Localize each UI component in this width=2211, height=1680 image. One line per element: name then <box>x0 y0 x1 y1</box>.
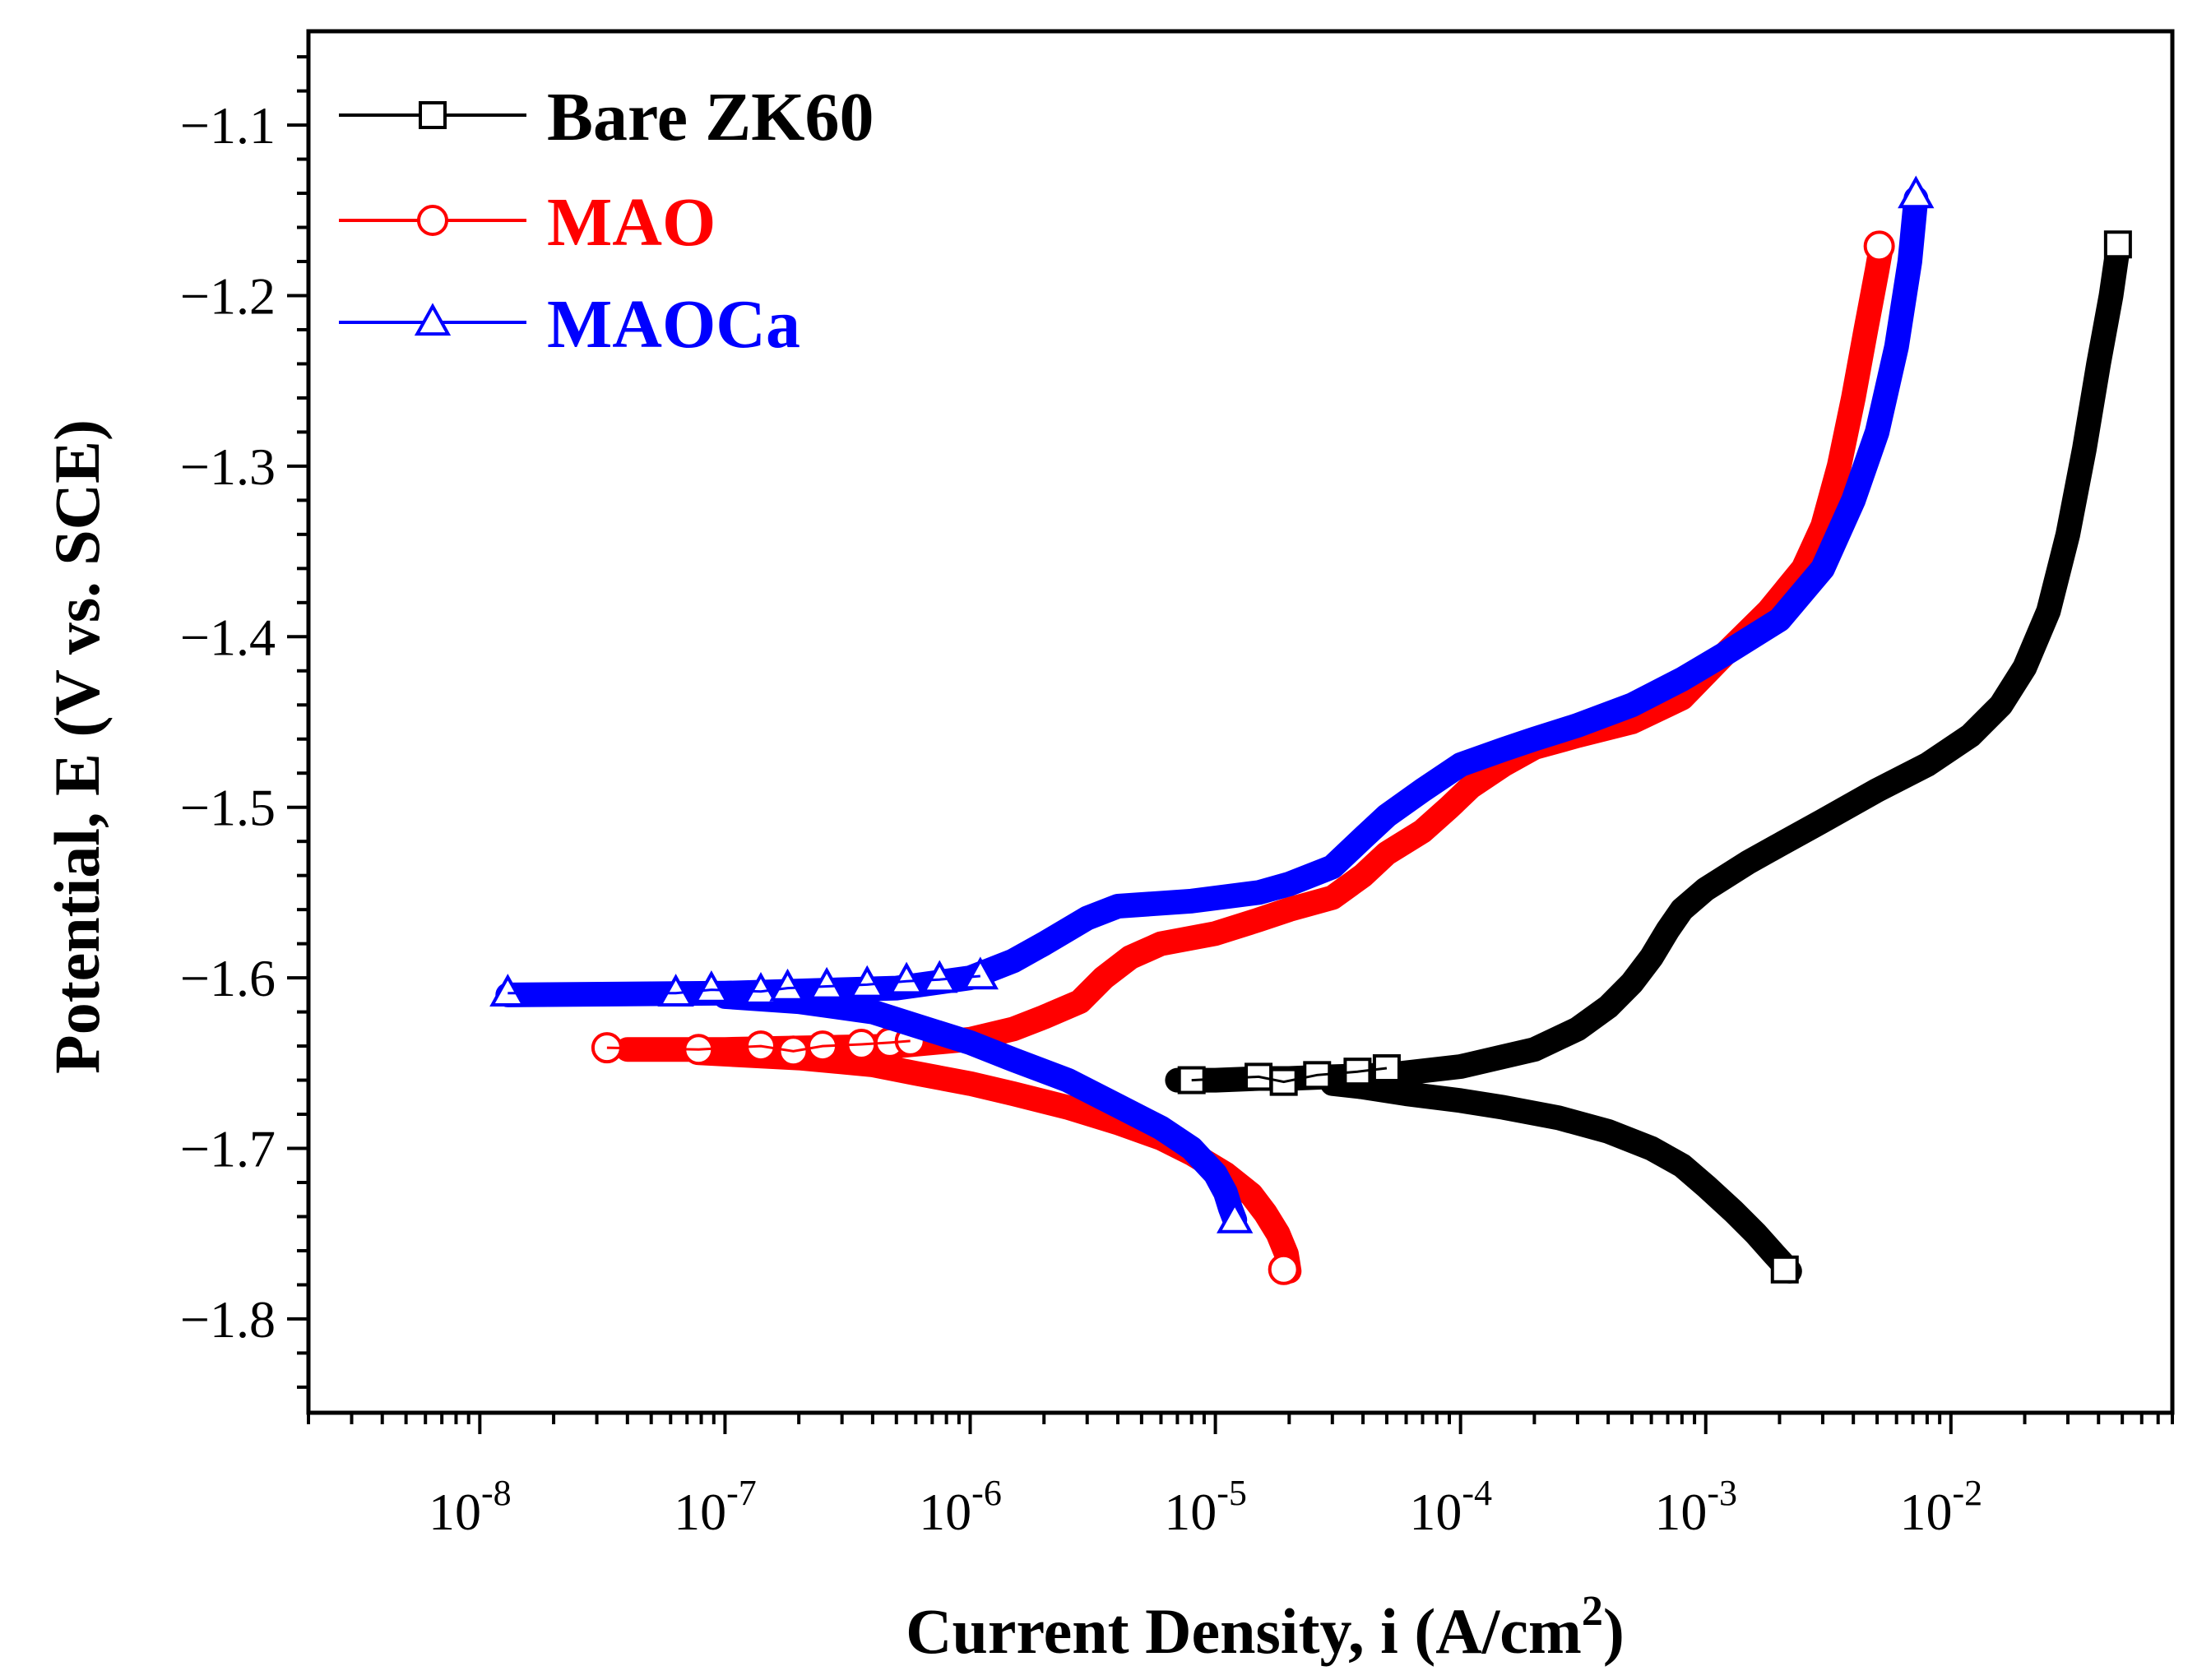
cathodic-branch-band <box>1319 1071 1802 1284</box>
x-tick-exponent: -7 <box>726 1473 757 1513</box>
y-tick-label: −1.5 <box>180 779 276 837</box>
legend-marker <box>414 303 452 336</box>
series-mao <box>591 230 1895 1285</box>
cathodic-branch-line <box>1332 1081 1792 1273</box>
y-tick-label: −1.6 <box>180 949 276 1007</box>
x-tick-label: 10-3 <box>1654 1473 1737 1541</box>
data-point-marker <box>808 966 846 1000</box>
legend-label: MAO <box>547 184 716 261</box>
x-tick-label: 10-6 <box>919 1473 1002 1541</box>
sparse-connector <box>1191 1067 1388 1084</box>
x-tick-exponent: -5 <box>1217 1473 1247 1513</box>
legend-label: MAOCa <box>547 286 800 363</box>
x-axis-title-superscript: 2 <box>1582 1588 1603 1635</box>
cathodic-branch-line <box>725 994 1237 1221</box>
data-point-marker <box>1863 230 1895 262</box>
axis-titles: Current Density, i (A/cm2) Potential, E (… <box>41 419 1625 1667</box>
x-axis-title: Current Density, i (A/cm2) <box>906 1588 1625 1667</box>
data-point-marker <box>1770 1255 1799 1284</box>
plot-frame <box>306 29 2175 1415</box>
x-tick-exponent: -3 <box>1707 1473 1737 1513</box>
data-point-marker <box>2103 230 2132 259</box>
y-tick-label: −1.2 <box>180 266 276 325</box>
anodic-branch-line <box>627 245 1884 1052</box>
x-tick-label: 10-8 <box>429 1473 512 1541</box>
legend: Bare ZK60 MAO MAOCa <box>339 79 874 363</box>
data-point-marker <box>1217 1200 1254 1233</box>
x-tick-exponent: -4 <box>1462 1473 1492 1513</box>
x-tick-base: 10 <box>919 1483 971 1541</box>
x-tick-label: 10-5 <box>1164 1473 1247 1541</box>
data-point-marker <box>1268 1253 1300 1285</box>
series-bare-zk60 <box>1165 230 2132 1284</box>
x-tick-base: 10 <box>429 1483 481 1541</box>
x-tick-exponent: -8 <box>481 1473 512 1513</box>
x-axis-title-close: ) <box>1603 1595 1625 1667</box>
x-tick-base: 10 <box>674 1483 726 1541</box>
y-axis-title: Potential, E (V vs. SCE) <box>41 419 113 1074</box>
y-tick-label: −1.7 <box>180 1120 276 1178</box>
data-point-marker <box>693 970 730 1003</box>
data-point-marker <box>657 974 694 1007</box>
data-point-marker <box>489 974 526 1007</box>
data-point-marker <box>921 960 958 993</box>
legend-label: Bare ZK60 <box>547 79 874 155</box>
data-point-marker <box>888 961 925 995</box>
x-tick-label: 10-2 <box>1899 1473 1982 1541</box>
anodic-branch-band <box>614 234 1894 1062</box>
series-maoca <box>489 175 1935 1233</box>
x-tick-base: 10 <box>1164 1483 1217 1541</box>
x-tick-base: 10 <box>1654 1483 1707 1541</box>
anodic-branch-line <box>508 198 1918 997</box>
x-tick-exponent: -6 <box>971 1473 1002 1513</box>
data-point-marker <box>962 956 999 990</box>
x-tick-base: 10 <box>1409 1483 1462 1541</box>
legend-marker <box>417 205 448 236</box>
x-tick-label: 10-7 <box>674 1473 757 1541</box>
data-point-marker <box>1269 1067 1298 1096</box>
sparse-connector <box>508 974 980 995</box>
data-point-marker <box>1898 175 1935 209</box>
legend-item-maoca: MAOCa <box>339 286 800 363</box>
data-point-marker <box>849 965 886 998</box>
x-axis-title-main: Current Density, i (A/cm <box>906 1595 1582 1667</box>
y-tick-label: −1.1 <box>180 96 276 155</box>
x-tick-exponent: -2 <box>1952 1473 1982 1513</box>
sparse-connector <box>606 1039 911 1053</box>
y-tick-label: −1.3 <box>180 437 276 496</box>
data-point-marker <box>769 968 806 1002</box>
legend-item-mao: MAO <box>339 184 716 261</box>
legend-item-bare-zk60: Bare ZK60 <box>339 79 874 155</box>
x-tick-label: 10-4 <box>1409 1473 1492 1541</box>
legend-marker <box>419 101 447 129</box>
y-tick-label: −1.8 <box>180 1290 276 1349</box>
series-layer <box>489 175 2132 1285</box>
x-tick-base: 10 <box>1899 1483 1952 1541</box>
y-tick-label: −1.4 <box>180 608 276 666</box>
anodic-branch-band <box>1165 235 2130 1093</box>
axes-layer: 10-8 10-7 10-6 10-5 10-4 10-3 10-2−1.1−1.2−1.3… <box>180 29 2175 1541</box>
